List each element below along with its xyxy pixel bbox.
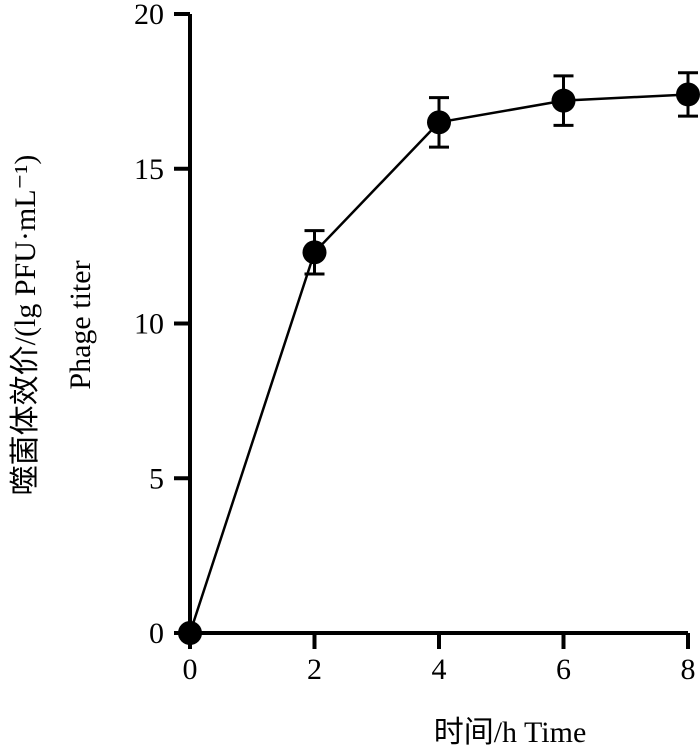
data-point-8 (676, 82, 700, 107)
y-tick-label-20: 20 (134, 0, 164, 31)
y-tick-label-15: 15 (134, 153, 164, 186)
data-point-2 (302, 240, 327, 265)
y-tick-label-0: 0 (149, 617, 164, 650)
y-tick-label-5: 5 (149, 462, 164, 495)
x-tick-label-4: 4 (432, 653, 447, 686)
x-tick-label-8: 8 (681, 653, 696, 686)
x-tick-label-2: 2 (307, 653, 322, 686)
y-tick-label-10: 10 (134, 308, 164, 341)
axes: 0 5 10 15 20 0 2 4 6 8 (134, 0, 696, 686)
x-tick-label-6: 6 (556, 653, 571, 686)
data-point-0 (178, 621, 202, 645)
data-point-4 (427, 110, 451, 135)
x-axis-title: 时间/h Time (434, 716, 587, 749)
y-axis-title-english: Phage titer (64, 260, 97, 389)
y-axis-title-chinese: 噬菌体效价/(lg PFU·mL⁻¹) (9, 155, 42, 496)
x-tick-label-0: 0 (183, 653, 198, 686)
series-line (188, 93, 689, 634)
data-series (178, 71, 700, 645)
data-point-6 (551, 88, 576, 113)
